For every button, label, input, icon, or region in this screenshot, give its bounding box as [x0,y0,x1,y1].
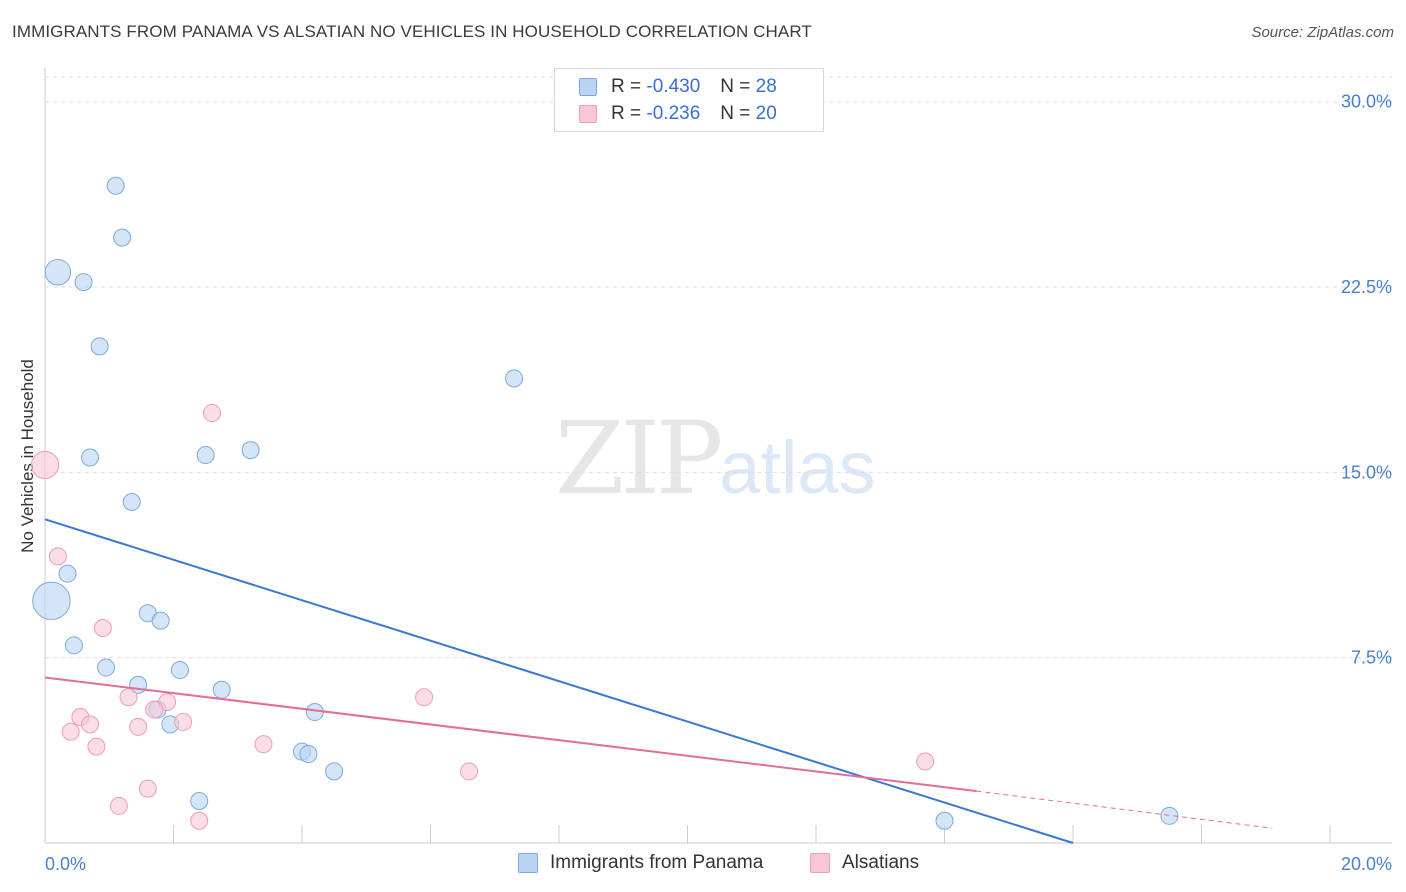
data-point-panama [113,228,132,247]
watermark: ZIPatlas [555,400,876,517]
data-point-panama [106,176,125,195]
legend-r-label: R = [611,76,642,97]
data-point-panama [196,446,215,465]
chart-title: IMMIGRANTS FROM PANAMA VS ALSATIAN NO VE… [12,22,812,41]
data-point-panama [241,441,260,460]
data-point-alsatian [80,715,99,734]
data-point-alsatian [460,762,479,781]
legend-r-value: -0.236 [646,103,701,124]
grid [45,76,1392,659]
data-point-alsatian [415,688,434,707]
legend-row-panama: R = -0.430 N = 28 [579,75,777,99]
legend-n-value: 28 [755,76,777,97]
data-point-panama [74,273,93,292]
y-tick-label: 30.0% [1341,92,1392,112]
legend-row-alsatians: R = -0.236 N = 20 [579,102,777,126]
data-point-panama [325,762,344,781]
data-points [30,176,1179,830]
data-point-alsatian [129,717,148,736]
trend-extension-alsatian [976,790,1273,829]
trend-line-panama [44,518,1074,844]
watermark-zip: ZIP [555,400,723,517]
data-point-alsatian [109,796,128,815]
data-point-panama [80,448,99,467]
data-point-panama [32,581,71,621]
trend-lines [44,518,1273,844]
legend-n-label: N = [720,103,751,124]
data-point-panama [212,680,231,699]
data-point-alsatian [916,752,935,771]
data-point-panama [44,258,72,286]
legend-label-alsatians: Alsatians [842,852,920,873]
data-point-alsatian [203,404,222,423]
data-point-panama [1160,806,1179,825]
legend-item-panama[interactable]: Immigrants from Panama [518,852,763,874]
legend-swatch-panama [518,853,538,873]
legend-swatch-alsatians [579,105,597,123]
data-point-alsatian [190,811,209,830]
data-point-alsatian [87,737,106,756]
legend-label-panama: Immigrants from Panama [550,852,764,873]
data-point-alsatian [174,712,193,731]
data-point-alsatian [61,722,80,741]
trend-line-alsatian [44,676,977,793]
data-point-alsatian [145,700,164,719]
data-point-panama [935,811,954,830]
x-tick-label: 20.0% [1341,854,1392,874]
legend-swatch-alsatians [810,853,830,873]
data-point-alsatian [138,779,157,798]
y-tick-label: 7.5% [1351,648,1392,668]
data-point-panama [190,791,209,810]
tick-labels: 7.5% 15.0% 22.5% 30.0% 0.0% 20.0% [45,92,1392,874]
legend-item-alsatians[interactable]: Alsatians [810,852,919,874]
watermark-atlas: atlas [719,426,876,509]
data-point-panama [151,611,170,630]
legend-r-label: R = [611,103,642,124]
data-point-panama [299,745,318,764]
legend-r-value: -0.430 [646,76,701,97]
legend-swatch-panama [579,78,597,96]
data-point-alsatian [30,450,60,480]
legend-n-label: N = [720,76,751,97]
data-point-alsatian [48,547,67,566]
data-point-alsatian [254,735,273,754]
data-point-panama [122,493,141,512]
data-point-panama [170,661,189,680]
y-tick-label: 15.0% [1341,462,1392,482]
source-label: Source: ZipAtlas.com [1251,24,1394,41]
legend-n-value: 20 [755,103,777,124]
data-point-panama [58,564,77,583]
series-legend: Immigrants from Panama Alsatians [0,852,1406,878]
stats-legend: R = -0.430 N = 28 R = -0.236 N = 20 [554,68,824,132]
data-point-panama [90,337,109,356]
y-tick-label: 22.5% [1341,277,1392,297]
data-point-panama [97,658,116,677]
x-tick-label: 0.0% [45,854,86,874]
data-point-panama [64,636,83,655]
data-point-panama [505,369,524,388]
data-point-alsatian [119,688,138,707]
data-point-alsatian [93,619,112,638]
